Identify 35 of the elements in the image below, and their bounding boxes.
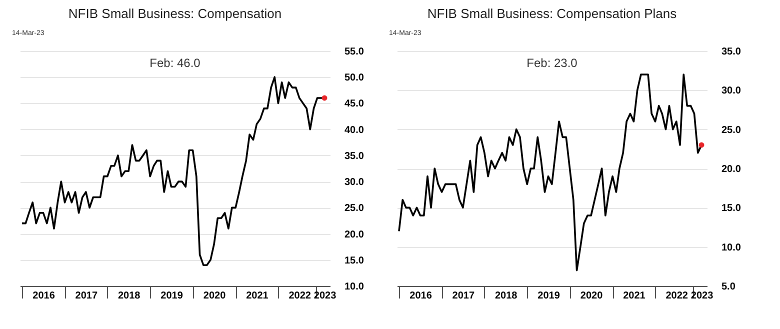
- x-tick-label: 2017: [452, 290, 475, 302]
- y-tick-label: 35.0: [722, 46, 742, 58]
- chart-title: NFIB Small Business: Compensation Plans: [427, 6, 678, 21]
- y-tick-label: 30.0: [344, 177, 364, 188]
- x-tick-label: 2017: [75, 290, 98, 302]
- annotation: Feb: 23.0: [526, 56, 578, 70]
- x-tick-label: 2021: [623, 290, 646, 302]
- x-tick-label: 2019: [538, 290, 560, 302]
- y-tick-label: 15.0: [344, 255, 364, 266]
- x-tick-label: 2021: [246, 290, 269, 302]
- x-tick-label: 2018: [494, 290, 518, 302]
- x-tick-label: 2019: [160, 290, 184, 302]
- y-tick-label: 45.0: [344, 98, 364, 110]
- x-tick-label: 2016: [410, 290, 432, 302]
- y-tick-label: 50.0: [344, 72, 364, 84]
- y-tick-label: 20.0: [722, 164, 742, 175]
- x-tick-label: 2018: [118, 290, 141, 302]
- y-tick-label: 20.0: [344, 229, 364, 240]
- y-tick-label: 10.0: [722, 242, 742, 254]
- y-tick-label: 35.0: [344, 150, 364, 162]
- y-tick-label: 5.0: [722, 282, 736, 292]
- x-tick-label: 2022: [666, 290, 688, 302]
- y-tick-label: 15.0: [722, 203, 742, 214]
- x-tick-label: 2020: [580, 290, 604, 302]
- x-tick-label: 2020: [203, 290, 226, 302]
- y-tick-label: 10.0: [344, 282, 364, 292]
- y-tick-label: 30.0: [722, 86, 742, 97]
- chart-title: NFIB Small Business: Compensation: [68, 6, 282, 21]
- x-tick-label: 2022: [288, 290, 312, 302]
- x-tick-label: 2016: [32, 290, 56, 302]
- y-tick-label: 55.0: [344, 46, 364, 58]
- annotation: Feb: 46.0: [150, 56, 201, 70]
- y-tick-label: 40.0: [344, 124, 364, 136]
- y-tick-label: 25.0: [722, 124, 742, 136]
- y-tick-label: 25.0: [344, 203, 364, 214]
